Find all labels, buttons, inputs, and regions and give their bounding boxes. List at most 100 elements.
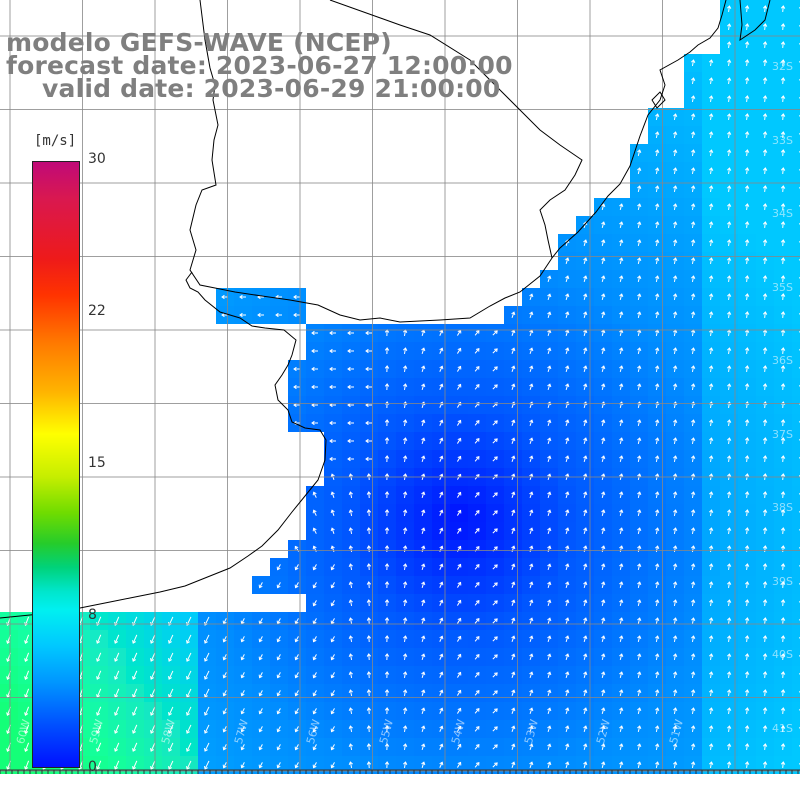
wind-arrow bbox=[511, 762, 515, 768]
speed-cell bbox=[792, 90, 800, 108]
wind-arrow-head bbox=[312, 674, 317, 679]
wind-arrow-head bbox=[457, 491, 462, 496]
wind-arrow bbox=[439, 420, 443, 426]
wind-arrow-head bbox=[494, 762, 498, 766]
wind-arrow bbox=[782, 419, 784, 427]
wind-arrow-head bbox=[204, 766, 208, 770]
wind-arrow-head bbox=[24, 766, 29, 771]
wind-arrow-head bbox=[762, 275, 768, 279]
wind-arrow bbox=[457, 672, 461, 678]
wind-arrow bbox=[619, 509, 623, 517]
wind-arrow bbox=[619, 203, 623, 211]
latitude-label: 33S bbox=[772, 133, 793, 147]
wind-arrow bbox=[601, 581, 605, 589]
wind-arrow-head bbox=[601, 761, 606, 766]
wind-arrow-head bbox=[709, 293, 714, 297]
wind-arrow bbox=[295, 618, 299, 624]
wind-arrow bbox=[529, 743, 533, 751]
wind-arrow-head bbox=[709, 527, 714, 531]
wind-arrow-head bbox=[601, 725, 606, 730]
wind-arrow bbox=[710, 617, 712, 625]
wind-arrow bbox=[673, 761, 677, 769]
wind-arrow-head bbox=[619, 689, 624, 694]
wind-arrow-head bbox=[312, 602, 317, 607]
wind-arrow bbox=[728, 257, 730, 265]
wind-arrow bbox=[186, 706, 192, 716]
speed-cell bbox=[792, 414, 800, 432]
wind-arrow bbox=[565, 275, 569, 283]
wind-arrow-head bbox=[511, 437, 516, 442]
wind-arrow-head bbox=[619, 473, 624, 478]
wind-arrow-head bbox=[384, 509, 390, 513]
wind-arrow-head bbox=[457, 653, 462, 658]
wind-arrow-head bbox=[583, 761, 588, 766]
wind-arrow-head bbox=[744, 257, 750, 261]
wind-arrow-head bbox=[655, 563, 660, 568]
wind-arrow-head bbox=[475, 635, 480, 640]
wind-arrow bbox=[511, 744, 515, 750]
wind-arrow-head bbox=[348, 581, 353, 585]
wind-arrow-head bbox=[601, 257, 606, 262]
wind-arrow bbox=[764, 149, 766, 157]
wind-arrow bbox=[259, 672, 263, 678]
wind-arrow bbox=[565, 653, 569, 661]
wind-arrow-head bbox=[258, 638, 263, 643]
wind-arrow bbox=[259, 618, 263, 624]
wind-arrow bbox=[492, 600, 498, 606]
wind-arrow bbox=[186, 670, 192, 680]
wind-arrow-head bbox=[726, 527, 732, 531]
wind-arrow-head bbox=[726, 347, 732, 351]
wind-arrow-head bbox=[601, 347, 606, 352]
wind-arrow-head bbox=[547, 725, 552, 730]
wind-arrow-head bbox=[421, 707, 426, 712]
wind-arrow-head bbox=[403, 635, 408, 639]
wind-arrow-head bbox=[494, 438, 498, 442]
wind-arrow bbox=[295, 672, 299, 678]
wind-arrow bbox=[601, 509, 605, 517]
wind-arrow-head bbox=[744, 77, 750, 81]
wind-arrow-head bbox=[780, 167, 786, 171]
wind-arrow bbox=[728, 599, 730, 607]
wind-arrow bbox=[710, 95, 712, 103]
wind-arrow-head bbox=[168, 658, 172, 662]
wind-arrow-head bbox=[529, 635, 534, 640]
wind-arrow bbox=[764, 311, 766, 319]
wind-arrow bbox=[223, 762, 227, 768]
wind-arrow bbox=[223, 726, 227, 732]
latitude-label: 39S bbox=[772, 574, 793, 588]
wind-arrow-head bbox=[583, 239, 588, 244]
wind-arrow bbox=[710, 257, 712, 265]
wind-arrow bbox=[150, 652, 156, 662]
wind-arrow-head bbox=[366, 761, 372, 765]
wind-arrow bbox=[403, 635, 407, 643]
wind-arrow-head bbox=[726, 131, 732, 135]
wind-arrow-head bbox=[150, 658, 154, 662]
wind-arrow bbox=[24, 670, 30, 680]
wind-arrow bbox=[547, 743, 551, 751]
wind-arrow-head bbox=[150, 766, 154, 770]
wind-arrow-head bbox=[565, 311, 570, 316]
wind-arrow bbox=[673, 383, 677, 391]
wind-arrow-head bbox=[132, 712, 137, 716]
wind-arrow-head bbox=[366, 491, 372, 495]
wind-arrow bbox=[114, 742, 120, 752]
wind-arrow-head bbox=[744, 41, 750, 45]
wind-arrow bbox=[204, 652, 210, 662]
wind-arrow bbox=[403, 689, 407, 697]
wind-arrow bbox=[637, 257, 641, 265]
wind-arrow-head bbox=[529, 347, 534, 352]
wind-arrow-head bbox=[258, 764, 263, 769]
wind-arrow bbox=[583, 743, 587, 751]
wind-arrow bbox=[403, 725, 407, 733]
wind-arrow-head bbox=[366, 671, 372, 675]
wind-arrow bbox=[295, 726, 299, 732]
wind-arrow-head bbox=[637, 167, 642, 172]
wind-arrow-head bbox=[366, 473, 372, 477]
wind-arrow-head bbox=[529, 581, 534, 586]
wind-arrow bbox=[691, 77, 695, 85]
wind-arrow-head bbox=[619, 599, 624, 604]
wind-arrow bbox=[637, 581, 641, 589]
wind-arrow-head bbox=[780, 653, 786, 657]
speed-cell bbox=[792, 540, 800, 558]
wind-arrow bbox=[421, 653, 425, 661]
